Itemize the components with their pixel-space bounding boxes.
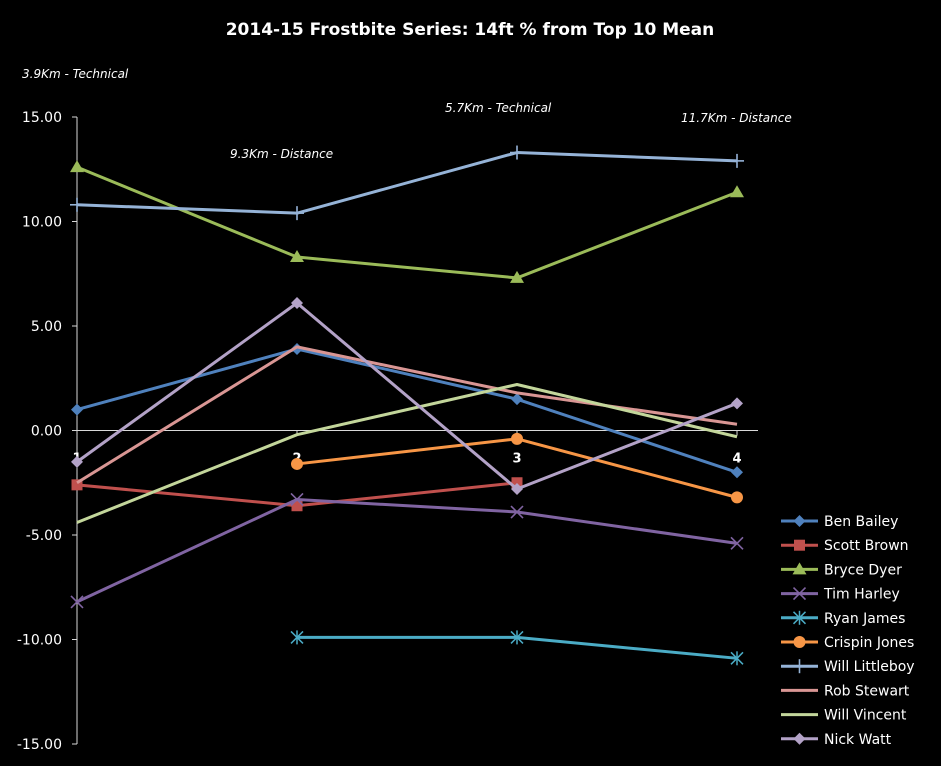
series-will-vincent [76,383,738,524]
data-point-tim-harley-2 [290,492,304,507]
legend-label: Nick Watt [824,732,892,748]
data-point-nick-watt-2 [291,297,303,310]
series-rob-stewart [76,345,738,485]
legend-label: Ben Bailey [824,514,898,530]
series-crispin-jones [291,432,743,504]
legend-marker [793,732,806,745]
legend-item-nick-watt: Nick Watt [781,732,892,748]
y-tick-label: 0.00 [31,424,62,440]
data-point-bryce-dyer-3 [510,270,524,283]
data-point-tim-harley-3 [510,505,524,519]
legend-item-will-vincent: Will Vincent [781,708,907,724]
data-point-ben-bailey-2 [291,342,303,355]
series-line-bryce-dyer [76,165,738,280]
data-point-ryan-james-4 [730,651,744,666]
x-tick-label: 4 [732,452,741,467]
y-axis: 15.00 10.00 5.00 0.00 -5.00 -10.00 -15.00 [17,110,78,753]
data-point-ben-bailey-4 [731,466,743,479]
data-point-ben-bailey-1 [71,403,83,416]
legend-marker [792,659,807,674]
data-point-will-littleboy-2 [290,206,304,221]
y-tick-label: 5.00 [31,319,62,335]
data-point-will-littleboy-4 [730,153,744,168]
legend-marker [792,562,807,575]
series-line-rob-stewart [76,345,738,485]
legend-marker [794,539,805,551]
series-group [70,145,744,666]
legend-item-will-littleboy: Will Littleboy [781,659,915,675]
data-point-ryan-james-2 [290,630,304,645]
series-line-will-vincent [76,383,738,524]
series-ryan-james [290,630,744,666]
y-tick-label: 10.00 [22,215,62,231]
legend-item-bryce-dyer: Bryce Dyer [781,562,902,578]
data-point-nick-watt-1 [71,455,83,468]
chart-title: 2014-15 Frostbite Series: 14ft % from To… [226,20,715,40]
legend-label: Will Littleboy [824,659,915,675]
legend-item-scott-brown: Scott Brown [781,538,909,554]
legend-label: Ryan James [824,611,905,627]
legend-item-ryan-james: Ryan James [781,610,905,627]
y-tick-label: -15.00 [17,737,62,753]
legend-label: Will Vincent [824,708,907,724]
data-point-tim-harley-4 [730,536,744,550]
legend-item-rob-stewart: Rob Stewart [781,683,910,699]
series-nick-watt [71,297,743,496]
annotation-1: 3.9Km - Technical [22,67,129,81]
annotations: 3.9Km - Technical 9.3Km - Distance 5.7Km -… [22,67,792,161]
data-point-scott-brown-1 [71,479,83,491]
legend-marker [792,610,807,625]
series-bryce-dyer [70,160,744,283]
legend-label: Scott Brown [824,538,909,554]
y-tick-label: -10.00 [17,633,62,649]
y-tick-label: -5.00 [26,528,62,544]
data-point-ryan-james-3 [510,630,524,645]
legend-marker [792,587,807,601]
legend-label: Crispin Jones [824,635,914,651]
data-point-scott-brown-2 [291,500,303,512]
data-point-nick-watt-4 [731,397,743,410]
legend-label: Rob Stewart [824,683,910,699]
legend: Ben Bailey Scott Brown Bryce Dyer Tim Harle… [781,514,915,748]
data-point-bryce-dyer-4 [730,185,744,198]
data-point-will-littleboy-3 [510,145,524,160]
data-point-crispin-jones-3 [511,432,523,445]
series-scott-brown [71,477,523,512]
legend-item-tim-harley: Tim Harley [781,587,900,603]
series-line-will-littleboy [76,151,738,215]
legend-marker [793,636,806,648]
series-will-littleboy [70,145,744,221]
data-point-tim-harley-1 [70,595,84,609]
data-point-crispin-jones-4 [731,491,743,504]
data-point-will-littleboy-1 [70,197,84,212]
data-point-nick-watt-3 [511,483,523,496]
annotation-3: 5.7Km - Technical [445,101,552,115]
legend-marker [793,515,806,527]
data-point-scott-brown-3 [511,477,523,489]
series-ben-bailey [71,342,743,479]
data-point-bryce-dyer-2 [290,250,304,263]
legend-label: Tim Harley [823,587,900,603]
legend-item-ben-bailey: Ben Bailey [781,514,898,530]
series-line-ben-bailey [76,347,738,474]
series-line-tim-harley [76,497,738,604]
annotation-4: 11.7Km - Distance [681,111,792,125]
data-point-crispin-jones-2 [291,457,303,470]
series-tim-harley [70,492,744,609]
x-tick-label: 3 [512,452,521,467]
y-tick-label: 15.00 [22,110,62,126]
series-line-nick-watt [76,301,738,491]
data-point-ben-bailey-3 [511,393,523,406]
data-point-bryce-dyer-1 [70,160,84,173]
annotation-2: 9.3Km - Distance [230,147,333,161]
legend-item-crispin-jones: Crispin Jones [781,635,914,651]
legend-label: Bryce Dyer [824,562,902,578]
